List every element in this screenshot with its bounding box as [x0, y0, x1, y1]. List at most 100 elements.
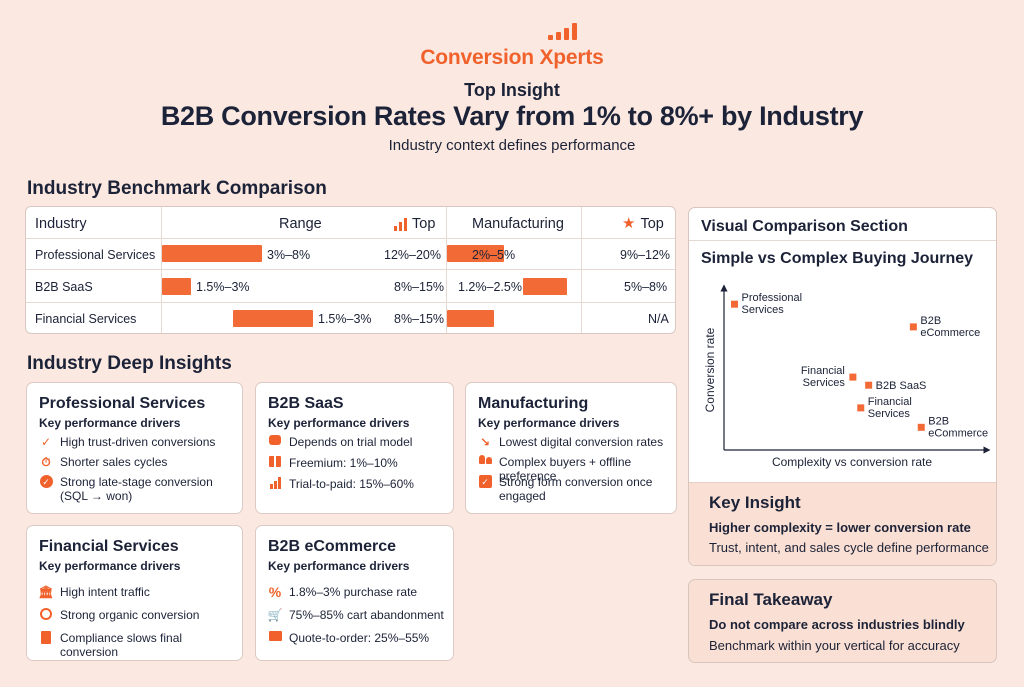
- col-industry: Industry: [35, 216, 87, 232]
- cell-manufacturing: 2%–5%: [472, 248, 516, 262]
- list-item: Depends on trial model: [268, 435, 412, 449]
- table-row: Financial Services 1.5%–3% 8%–15% N/A: [26, 303, 675, 333]
- bar-chart-icon: [394, 217, 407, 231]
- visual-subtitle: Simple vs Complex Buying Journey: [701, 250, 974, 267]
- brand-name: Conversion Xperts: [420, 46, 604, 69]
- cell-top: 8%–15%: [394, 280, 445, 294]
- user-coin-icon: [39, 608, 53, 620]
- trend-down-icon: ↘: [479, 435, 491, 449]
- divider: [689, 240, 996, 241]
- point-label: Professional Services: [742, 292, 803, 316]
- point-label: Financial Services: [868, 396, 912, 420]
- scatter-point: [731, 300, 739, 308]
- key-insight-line1: Higher complexity = lower conversion rat…: [709, 520, 971, 535]
- list-item: Quote-to-order: 25%–55%: [268, 631, 429, 645]
- check-circle-icon: ✓: [39, 475, 53, 488]
- cell-top: 12%–20%: [384, 248, 441, 262]
- point-label: B2B eCommerce: [928, 415, 988, 439]
- col-range: Range: [279, 216, 322, 232]
- y-axis-label: Conversion rate: [703, 327, 717, 412]
- checkbox-icon: ✓: [478, 475, 492, 488]
- takeaway-line2: Benchmark within your vertical for accur…: [709, 638, 960, 653]
- page-subtitle: Industry context defines performance: [388, 137, 636, 154]
- list-item: Freemium: 1%–10%: [268, 456, 398, 470]
- key-insight-title: Key Insight: [709, 493, 801, 512]
- table-header: Industry Range Top Manufacturing ★ Top: [26, 207, 675, 239]
- cell-range: 1.5%–3%: [196, 280, 250, 294]
- card-b2b-saas: B2B SaaS Key performance drivers Depends…: [255, 382, 454, 514]
- card-b2b-ecommerce: B2B eCommerce Key performance drivers % 1…: [255, 525, 454, 661]
- people-icon: [478, 455, 492, 464]
- stopwatch-icon: ⏱: [41, 455, 51, 469]
- list-item: 🏛 High intent traffic: [38, 585, 150, 599]
- card-title: B2B eCommerce: [268, 538, 397, 555]
- list-item: ⏱ Shorter sales cycles: [39, 455, 167, 469]
- x-axis-label: Complexity vs conversion rate: [772, 455, 932, 469]
- scatter-point: [917, 423, 925, 431]
- scatter-point: [865, 381, 873, 389]
- cell-mfg-top: 5%–8%: [624, 280, 668, 294]
- chat-bubble-icon: [268, 435, 282, 445]
- bank-icon: 🏛: [38, 585, 54, 599]
- cell-top: 8%–15%: [394, 312, 445, 326]
- list-item: ↘ Lowest digital conversion rates: [479, 435, 664, 449]
- manufacturing-bar: [523, 278, 567, 295]
- table-row: B2B SaaS 1.5%–3% 8%–15% 1.2%–2.5% 5%–8%: [26, 270, 675, 303]
- folder-icon: [268, 631, 282, 641]
- card-financial-services: Financial Services Key performance drive…: [26, 525, 243, 661]
- col-manufacturing: Manufacturing: [472, 216, 564, 232]
- cell-industry: Financial Services: [35, 312, 137, 326]
- list-item: Compliance slows final conversion: [39, 631, 242, 659]
- takeaway-title: Final Takeaway: [709, 590, 833, 609]
- card-title: B2B SaaS: [268, 395, 344, 412]
- bar-chart-icon: [547, 22, 577, 40]
- point-label: B2B eCommerce: [920, 315, 980, 339]
- cell-range: 1.5%–3%: [318, 312, 372, 326]
- card-title: Professional Services: [39, 395, 206, 412]
- key-insight-line2: Trust, intent, and sales cycle define pe…: [709, 540, 989, 555]
- list-item: ✓ Strong late-stage conversion (SQL → won): [39, 475, 213, 503]
- card-subtitle: Key performance drivers: [39, 416, 181, 430]
- card-title: Financial Services: [39, 538, 179, 555]
- cell-mfg-top: 9%–12%: [620, 248, 671, 262]
- point-label: Financial Services: [801, 365, 846, 389]
- manufacturing-bar: [447, 310, 494, 327]
- cell-industry: Professional Services: [35, 248, 156, 262]
- table-row: Professional Services 3%–8% 12%–20% 2%–5…: [26, 239, 675, 270]
- card-professional-services: Professional Services Key performance dr…: [26, 382, 243, 514]
- range-bar: [162, 278, 191, 295]
- cell-range: 3%–8%: [267, 248, 311, 262]
- scatter-point: [909, 323, 917, 331]
- range-bar: [162, 245, 262, 262]
- benchmark-table: Industry Range Top Manufacturing ★ Top P…: [25, 206, 676, 334]
- brand: Conversion Xperts: [0, 22, 1024, 70]
- list-item: 🛒 75%–85% cart abandonment: [267, 608, 444, 622]
- percent-icon: %: [268, 584, 282, 600]
- point-label: B2B SaaS: [876, 380, 927, 392]
- key-insight: Key Insight Higher complexity = lower co…: [689, 482, 996, 565]
- scatter-point: [857, 404, 865, 412]
- card-subtitle: Key performance drivers: [268, 559, 410, 573]
- gift-icon: [268, 456, 282, 467]
- col-top: Top: [412, 216, 436, 232]
- range-bar: [233, 310, 313, 327]
- cell-industry: B2B SaaS: [35, 280, 93, 294]
- list-item: Strong organic conversion: [39, 608, 199, 622]
- col-mfg-top: Top: [640, 216, 664, 232]
- takeaway-line1: Do not compare across industries blindly: [709, 617, 965, 632]
- star-icon: ★: [622, 215, 636, 232]
- card-subtitle: Key performance drivers: [478, 416, 620, 430]
- card-subtitle: Key performance drivers: [268, 416, 410, 430]
- list-item: Complex buyers + offline preference: [478, 455, 676, 483]
- manufacturing-bar: [447, 245, 504, 262]
- page-title: B2B Conversion Rates Vary from 1% to 8%+…: [160, 101, 864, 131]
- card-subtitle: Key performance drivers: [39, 559, 181, 573]
- check-icon: ✓: [40, 435, 52, 449]
- benchmark-title: Industry Benchmark Comparison: [27, 178, 327, 199]
- visual-comparison-panel: Visual Comparison Section Simple vs Comp…: [688, 207, 997, 566]
- list-item: % 1.8%–3% purchase rate: [268, 584, 418, 600]
- list-item: Trial-to-paid: 15%–60%: [268, 477, 414, 491]
- document-icon: [39, 631, 53, 644]
- cart-icon: 🛒: [267, 608, 283, 622]
- visual-title: Visual Comparison Section: [701, 218, 908, 235]
